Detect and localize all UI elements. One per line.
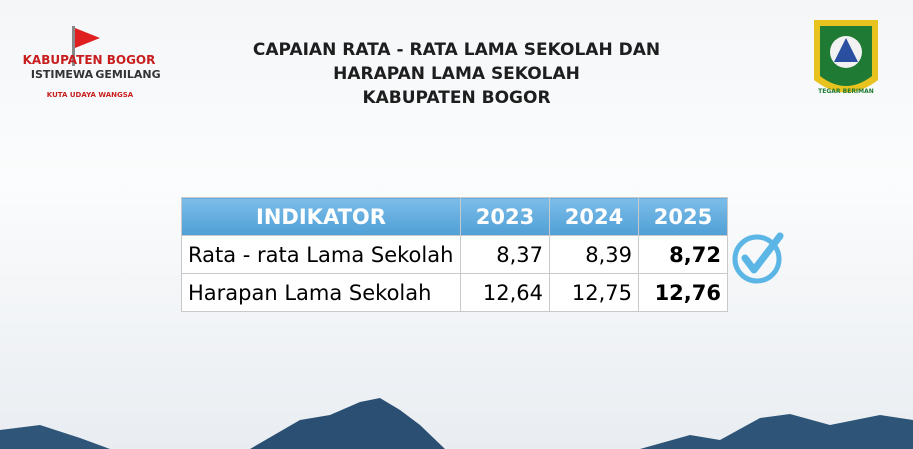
mountain <box>0 425 110 449</box>
logo-text: KABUPATEN BOGOR <box>23 53 156 67</box>
logo-text: GEMILANG <box>95 68 160 81</box>
value-cell: 12,76 <box>638 273 728 312</box>
indicator-cell: Harapan Lama Sekolah <box>181 273 461 312</box>
check-circle <box>732 234 782 284</box>
value-cell: 8,39 <box>549 235 639 274</box>
mountain <box>640 414 913 449</box>
data-table: INDIKATOR 2023 2024 2025 Rata - rata Lam… <box>181 197 728 312</box>
header-cell: 2023 <box>460 197 550 236</box>
check-mark <box>741 232 784 274</box>
title-line: CAPAIAN RATA - RATA LAMA SEKOLAH DAN <box>252 40 661 60</box>
table-row: Harapan Lama Sekolah 12,64 12,75 12,76 <box>181 273 728 312</box>
table-row: Rata - rata Lama Sekolah 8,37 8,39 8,72 <box>181 235 728 274</box>
flag-pole <box>72 26 75 66</box>
mountain <box>250 398 445 449</box>
logo-text: KUTA UDAYA WANGSA <box>47 91 134 99</box>
emblem-text: TEGAR BERIMAN <box>818 88 874 95</box>
indicator-cell: Rata - rata Lama Sekolah <box>181 235 461 274</box>
header-cell: 2024 <box>549 197 639 236</box>
title-line: KABUPATEN BOGOR <box>362 88 551 108</box>
flag <box>75 28 100 48</box>
header-cell: 2025 <box>638 197 728 236</box>
value-cell: 8,37 <box>460 235 550 274</box>
value-cell: 8,72 <box>638 235 728 274</box>
logo-text: ISTIMEWA <box>31 68 94 81</box>
value-cell: 12,64 <box>460 273 550 312</box>
header-cell: INDIKATOR <box>181 197 461 236</box>
title-line: HARAPAN LAMA SEKOLAH <box>333 64 580 84</box>
emblem <box>834 38 858 62</box>
value-cell: 12,75 <box>549 273 639 312</box>
